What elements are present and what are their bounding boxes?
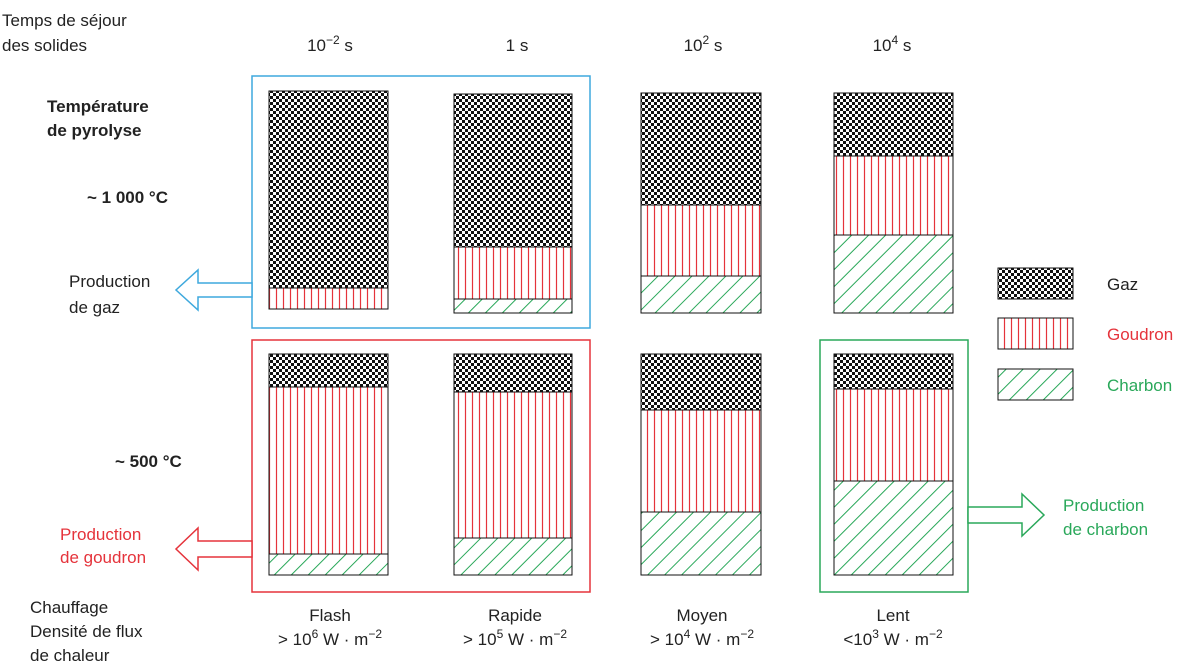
temperature-high: ~ 1 000 °C (87, 188, 168, 207)
time-label-3: 102 s (684, 33, 723, 55)
gas-production-label-line2: de gaz (69, 298, 120, 317)
legend-swatch-gaz (997, 267, 1074, 300)
heating-mode-flux: > 106 W · m−2 (278, 627, 382, 649)
svg-text:104 s: 104 s (873, 33, 912, 55)
segment-charbon (833, 234, 954, 314)
heating-mode-lent: Lent <103 W · m−2 (843, 606, 943, 649)
bar-low-lent (833, 353, 954, 576)
legend-label-goudron: Goudron (1107, 325, 1173, 344)
char-production-arrow (967, 492, 1046, 538)
segment-charbon (640, 275, 762, 314)
char-production-label-line2: de charbon (1063, 520, 1148, 539)
segment-charbon (640, 511, 762, 576)
temperature-title-line2: de pyrolyse (47, 121, 142, 140)
svg-text:102 s: 102 s (684, 33, 723, 55)
legend-swatch-charbon (997, 368, 1074, 401)
segment-gaz (833, 92, 954, 157)
time-label-4: 104 s (873, 33, 912, 55)
temperature-title-line1: Température (47, 97, 149, 116)
segment-goudron (453, 246, 573, 300)
segment-goudron (833, 155, 954, 236)
heating-mode-name: Rapide (488, 606, 542, 625)
bar-low-rapide (453, 353, 573, 576)
segment-goudron (640, 204, 762, 277)
legend-label-gaz: Gaz (1107, 275, 1138, 294)
segment-gaz (268, 353, 389, 388)
temperature-low: ~ 500 °C (115, 452, 182, 471)
segment-gaz (833, 353, 954, 390)
gas-production-frame (251, 75, 591, 329)
bar-low-flash (268, 353, 389, 576)
legend-swatch-goudron (997, 317, 1074, 350)
residence-title-line2: des solides (2, 36, 87, 55)
segment-charbon (453, 298, 573, 314)
time-label-1: 10−2 s (307, 33, 353, 55)
heating-title-line3: de chaleur (30, 646, 110, 664)
bar-high-flash (268, 90, 389, 310)
bar-high-moyen (640, 92, 762, 314)
heating-mode-name: Flash (309, 606, 351, 625)
segment-charbon (453, 537, 573, 576)
segment-gaz (453, 93, 573, 248)
tar-production-frame (251, 339, 591, 593)
legend-label-charbon: Charbon (1107, 376, 1172, 395)
segment-goudron (640, 409, 762, 513)
tar-production-label-line1: Production (60, 525, 141, 544)
svg-text:1 s: 1 s (506, 36, 529, 55)
segment-charbon (268, 553, 389, 576)
segment-charbon (833, 480, 954, 576)
heating-mode-name: Lent (876, 606, 909, 625)
gas-production-label-line1: Production (69, 272, 150, 291)
heating-mode-flux: > 105 W · m−2 (463, 627, 567, 649)
segment-goudron (268, 386, 389, 555)
heating-title-line1: Chauffage (30, 598, 108, 617)
heating-mode-flux: > 104 W · m−2 (650, 627, 754, 649)
segment-gaz (268, 90, 389, 289)
gas-production-arrow (174, 268, 253, 312)
segment-goudron (453, 391, 573, 539)
segment-gaz (453, 353, 573, 393)
bar-low-moyen (640, 353, 762, 576)
bar-high-rapide (453, 93, 573, 314)
heating-title-line2: Densité de flux (30, 622, 143, 641)
heating-mode-name: Moyen (676, 606, 727, 625)
segment-gaz (640, 353, 762, 411)
segment-goudron (833, 388, 954, 482)
segment-gaz (640, 92, 762, 206)
heating-mode-flux: <103 W · m−2 (843, 627, 943, 649)
heating-mode-flash: Flash > 106 W · m−2 (278, 606, 382, 649)
heating-mode-rapide: Rapide > 105 W · m−2 (463, 606, 567, 649)
legend: Gaz Goudron Charbon (997, 267, 1173, 401)
tar-production-label-line2: de goudron (60, 548, 146, 567)
bar-high-lent (833, 92, 954, 314)
heating-mode-moyen: Moyen > 104 W · m−2 (650, 606, 754, 649)
time-label-2: 1 s (506, 36, 529, 55)
segment-goudron (268, 287, 389, 310)
residence-title-line1: Temps de séjour (2, 11, 127, 30)
tar-production-arrow (174, 526, 253, 572)
svg-text:10−2 s: 10−2 s (307, 33, 353, 55)
char-production-label-line1: Production (1063, 496, 1144, 515)
char-production-frame (819, 339, 969, 593)
